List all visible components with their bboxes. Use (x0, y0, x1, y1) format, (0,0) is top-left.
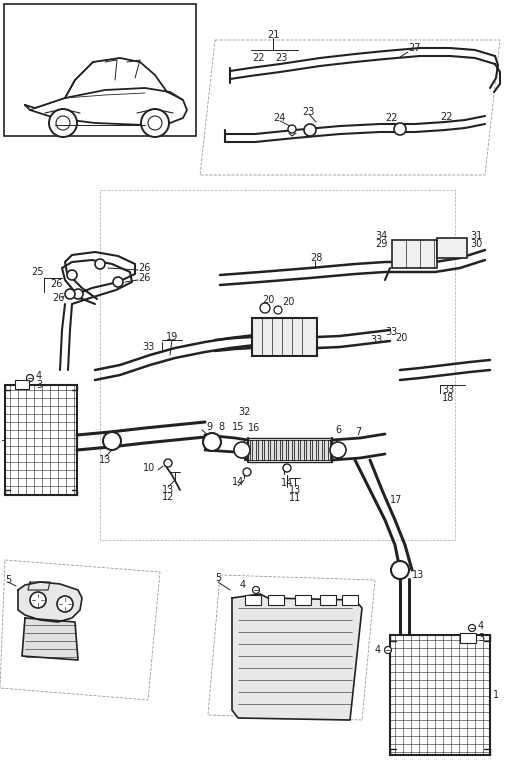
Polygon shape (22, 618, 78, 660)
Text: 24: 24 (272, 113, 285, 123)
Text: 11: 11 (288, 493, 300, 503)
Text: 19: 19 (165, 332, 178, 342)
Text: 4: 4 (239, 580, 245, 590)
Circle shape (252, 587, 259, 594)
Circle shape (282, 464, 291, 472)
Text: 13: 13 (99, 455, 111, 465)
Circle shape (95, 259, 105, 269)
Text: 4: 4 (36, 371, 42, 381)
Circle shape (57, 596, 73, 612)
Circle shape (260, 303, 269, 313)
Text: 5: 5 (215, 573, 221, 583)
Polygon shape (232, 594, 361, 720)
Text: 32: 32 (238, 407, 250, 417)
Circle shape (148, 116, 162, 130)
Circle shape (113, 277, 123, 287)
Circle shape (30, 592, 46, 608)
Text: 8: 8 (217, 422, 223, 432)
Text: 34: 34 (375, 231, 387, 241)
Text: 20: 20 (394, 333, 407, 343)
Bar (244, 595, 261, 605)
Text: 33: 33 (384, 327, 397, 337)
Bar (5, 385, 77, 495)
Text: 14: 14 (280, 478, 293, 488)
Text: 21: 21 (266, 30, 278, 40)
Bar (459, 633, 475, 643)
Text: 29: 29 (375, 239, 387, 249)
Circle shape (329, 442, 345, 458)
Circle shape (49, 109, 77, 137)
Bar (294, 595, 310, 605)
Text: 15: 15 (232, 422, 244, 432)
Circle shape (164, 459, 172, 467)
Circle shape (103, 432, 121, 450)
Circle shape (393, 123, 405, 135)
Text: 28: 28 (309, 253, 322, 263)
Circle shape (203, 433, 220, 451)
Text: 26: 26 (138, 263, 150, 273)
Circle shape (67, 270, 77, 280)
Bar (15, 380, 29, 389)
Bar (319, 595, 335, 605)
Bar (436, 238, 466, 258)
Text: 27: 27 (407, 43, 420, 53)
Circle shape (384, 647, 391, 654)
Circle shape (56, 116, 70, 130)
Circle shape (303, 124, 316, 136)
Text: 4: 4 (374, 645, 380, 655)
Text: 3: 3 (477, 633, 483, 643)
Text: 33: 33 (369, 335, 382, 345)
Bar (391, 240, 436, 268)
Text: 6: 6 (334, 425, 341, 435)
Text: 26: 26 (138, 273, 150, 283)
Text: 10: 10 (143, 463, 155, 473)
Text: 23: 23 (274, 53, 287, 63)
Circle shape (140, 109, 168, 137)
Text: 26: 26 (50, 279, 62, 289)
Circle shape (234, 442, 249, 458)
Text: 13: 13 (161, 485, 174, 495)
Text: 20: 20 (281, 297, 294, 307)
Text: 20: 20 (262, 295, 274, 305)
Text: 33: 33 (143, 342, 155, 352)
Text: 9: 9 (206, 422, 212, 432)
Circle shape (65, 289, 75, 299)
Text: 5: 5 (5, 575, 11, 585)
Text: 25: 25 (32, 267, 44, 277)
Text: 22: 22 (251, 53, 264, 63)
Circle shape (26, 375, 34, 382)
Bar (342, 595, 357, 605)
Text: 13: 13 (288, 485, 300, 495)
Circle shape (390, 561, 408, 579)
Text: 22: 22 (439, 112, 451, 122)
Bar (251, 318, 317, 356)
Circle shape (73, 289, 83, 299)
Text: 12: 12 (161, 492, 174, 502)
Circle shape (242, 468, 250, 476)
Circle shape (273, 306, 281, 314)
Bar (389, 635, 489, 755)
Text: 13: 13 (411, 570, 423, 580)
Text: 30: 30 (469, 239, 482, 249)
Text: 23: 23 (301, 107, 314, 117)
Text: 33: 33 (441, 385, 454, 395)
Text: 16: 16 (247, 423, 260, 433)
Circle shape (288, 125, 295, 133)
Text: 14: 14 (232, 477, 244, 487)
Text: 3: 3 (36, 380, 42, 390)
Bar (267, 595, 284, 605)
Text: 7: 7 (354, 427, 360, 437)
Circle shape (468, 624, 474, 631)
Text: 22: 22 (384, 113, 397, 123)
Text: 17: 17 (389, 495, 402, 505)
Bar (4, 4, 195, 136)
Text: 31: 31 (469, 231, 482, 241)
Text: 26: 26 (52, 293, 64, 303)
Text: 18: 18 (441, 393, 454, 403)
Text: 4: 4 (477, 621, 483, 631)
Text: 1: 1 (492, 690, 498, 700)
Polygon shape (18, 582, 82, 622)
